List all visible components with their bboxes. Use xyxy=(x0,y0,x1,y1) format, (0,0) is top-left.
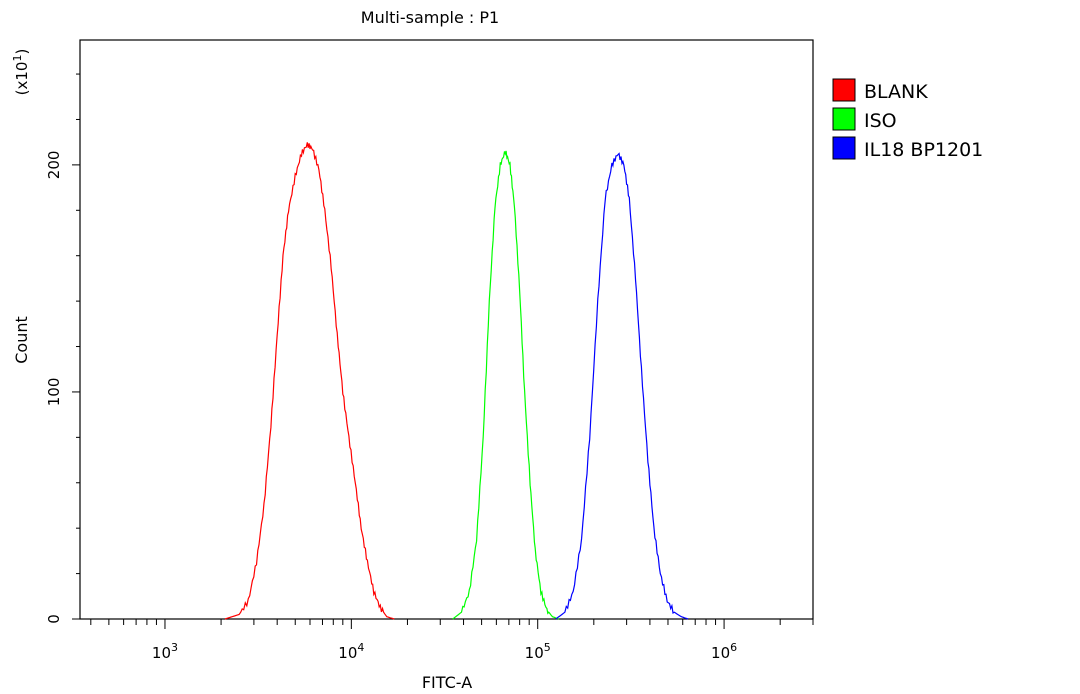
legend-swatch xyxy=(832,107,856,131)
x-tick-label: 106 xyxy=(711,641,737,662)
series-lines xyxy=(224,142,689,620)
legend: BLANK ISO IL18 BP1201 xyxy=(832,78,983,161)
x-tick-label: 103 xyxy=(152,641,178,662)
y-tick-label: 100 xyxy=(45,378,63,407)
plot-frame xyxy=(79,39,814,620)
chart-title: Multi-sample : P1 xyxy=(361,8,499,27)
y-axis-label: Count xyxy=(12,316,31,364)
series-line-il18-bp1201 xyxy=(555,152,689,620)
x-tick-label: 105 xyxy=(525,641,551,662)
legend-label: BLANK xyxy=(864,81,928,103)
legend-label: ISO xyxy=(864,110,897,132)
y-tick-label: 200 xyxy=(45,151,63,180)
y-axis-multiplier: (x101) xyxy=(11,49,31,96)
y-axis: 0 100 200 xyxy=(45,73,80,624)
x-tick-label: 104 xyxy=(338,641,364,662)
y-tick-label: 0 xyxy=(45,614,63,624)
series-line-iso xyxy=(452,150,560,620)
legend-label: IL18 BP1201 xyxy=(864,139,983,161)
legend-swatch xyxy=(832,78,856,102)
x-axis-label: FITC-A xyxy=(422,673,472,692)
x-axis: 103 104 105 106 xyxy=(90,619,814,662)
legend-swatch xyxy=(832,136,856,160)
series-line-blank xyxy=(224,142,395,620)
